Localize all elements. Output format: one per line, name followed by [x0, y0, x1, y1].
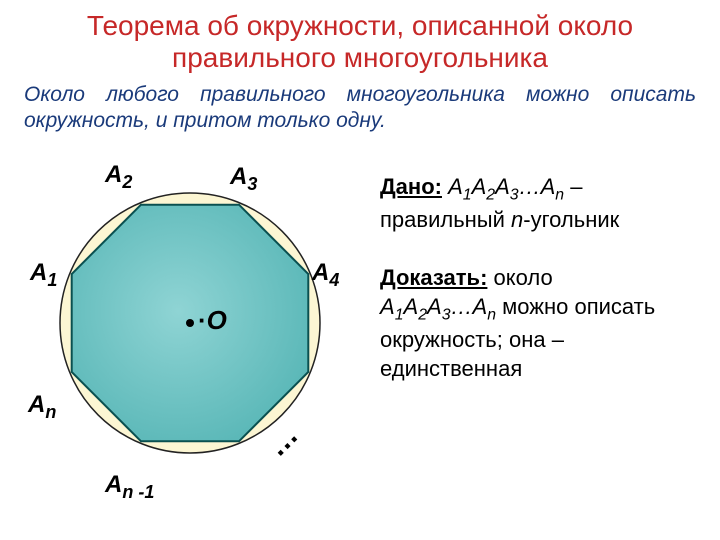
vertex-label: A1: [30, 259, 57, 291]
subtitle-text: Около любого правильного многоугольника …: [24, 83, 696, 131]
vertex-label: A4: [312, 259, 339, 291]
vertex-label: An: [28, 391, 56, 423]
center-point: [186, 319, 194, 327]
vertex-label: An -1: [105, 471, 154, 503]
center-label: ·О: [198, 305, 227, 336]
prove-sequence: A1A2A3…An: [380, 294, 496, 319]
prove-pre: около: [494, 265, 553, 290]
vertex-label: A2: [105, 161, 132, 193]
given-block: Дано: A1A2A3…An – правильный n-угольник: [380, 173, 700, 235]
diagram: ·О A1A2A3A4AnAn -1 …: [20, 143, 360, 513]
polygon-circle-svg: [40, 173, 340, 473]
text-column: Дано: A1A2A3…An – правильный n-угольник …: [380, 143, 700, 513]
content-row: ·О A1A2A3A4AnAn -1 … Дано: A1A2A3…An – п…: [20, 143, 700, 513]
theorem-statement: Около любого правильного многоугольника …: [20, 82, 700, 132]
title-text: Теорема об окружности, описанной около п…: [87, 10, 633, 73]
vertex-label: A3: [230, 163, 257, 195]
page-title: Теорема об окружности, описанной около п…: [20, 10, 700, 74]
given-sequence: A1A2A3…An: [448, 174, 564, 199]
prove-block: Доказать: около A1A2A3…An можно описать …: [380, 264, 700, 383]
prove-label: Доказать:: [380, 265, 487, 290]
given-label: Дано:: [380, 174, 442, 199]
